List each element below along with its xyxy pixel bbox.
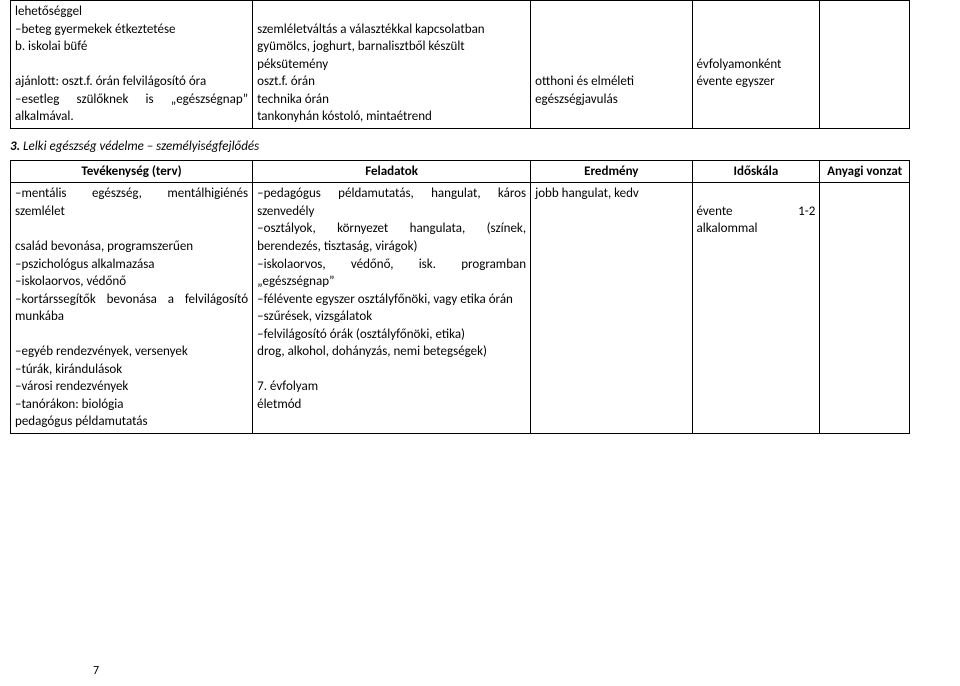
top-cell-timescale: évfolyamonként évente egyszer [692,1,820,129]
col-header-cost: Anyagi vonzat [820,160,910,183]
cell-timescale: évente 1-2 alkalommal [692,183,820,434]
cell-tasks: –pedagógus példamutatás, hangulat, káros… [253,183,531,434]
section-number: 3. [10,139,20,154]
cell-activity: –mentális egészség, mentálhigiénés szeml… [11,183,253,434]
top-cell-tasks: szemléletváltás a választékkal kapcsolat… [253,1,531,129]
col-header-activity: Tevékenység (terv) [11,160,253,183]
table-header-row: Tevékenység (terv) Feladatok Eredmény Id… [11,160,910,183]
main-table: Tevékenység (terv) Feladatok Eredmény Id… [10,160,910,434]
table-row: lehetőséggel–beteg gyermekek étkeztetése… [11,1,910,129]
col-header-result: Eredmény [531,160,692,183]
top-cell-cost [820,1,910,129]
table-row: –mentális egészség, mentálhigiénés szeml… [11,183,910,434]
section-title: Lelki egészség védelme – személyiségfejl… [23,139,259,154]
page-number: 7 [93,664,99,678]
col-header-tasks: Feladatok [253,160,531,183]
col-header-timescale: Időskála [692,160,820,183]
top-cell-result: otthoni és elméleti egészségjavulás [531,1,692,129]
top-continuation-table: lehetőséggel–beteg gyermekek étkeztetése… [10,0,910,129]
cell-cost [820,183,910,434]
section-heading: 3. Lelki egészség védelme – személyiségf… [10,139,960,154]
top-cell-activity: lehetőséggel–beteg gyermekek étkeztetése… [11,1,253,129]
cell-result: jobb hangulat, kedv [531,183,692,434]
